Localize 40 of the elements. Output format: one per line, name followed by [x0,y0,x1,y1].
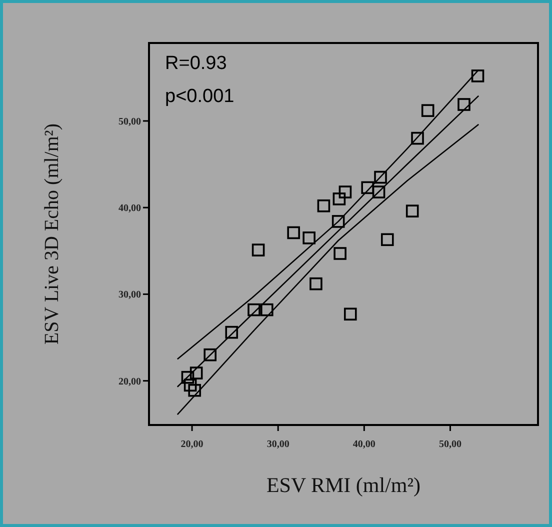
point [184,378,197,392]
line-series [176,124,480,416]
point [225,326,238,339]
annotation: R=0.93 [165,53,227,74]
x-axis-title: ESV RMI (ml/m²) [266,473,421,497]
point [334,247,346,260]
point [188,384,202,397]
point [260,303,274,316]
point [372,186,386,198]
point [374,170,387,184]
y-tick-label: 50,00 [118,116,141,128]
point [302,232,316,244]
point [361,181,374,194]
point [421,104,434,117]
point [458,98,470,111]
point [338,186,352,198]
point [190,366,203,380]
point [204,348,217,362]
point [310,277,322,290]
x-tick-label: 50,00 [438,439,462,450]
point [471,70,484,82]
y-tick-label: 20,00 [118,376,141,388]
point [406,204,419,218]
annotation: p<0.001 [165,86,234,107]
y-tick-label: 30,00 [118,290,141,301]
point [332,215,345,228]
x-tick-label: 40,00 [352,439,376,450]
point [287,226,300,240]
x-tick-label: 20,00 [180,439,204,450]
point [181,370,194,384]
point [252,244,265,256]
x-tick-label: 30,00 [266,439,290,450]
y-tick-label: 40,00 [118,203,141,214]
point [332,192,346,206]
point [248,303,260,316]
y-axis-title: ESV Live 3D Echo (ml/m²) [41,123,63,345]
point [411,132,424,145]
point [317,199,330,212]
point [344,308,357,321]
point [380,233,394,246]
